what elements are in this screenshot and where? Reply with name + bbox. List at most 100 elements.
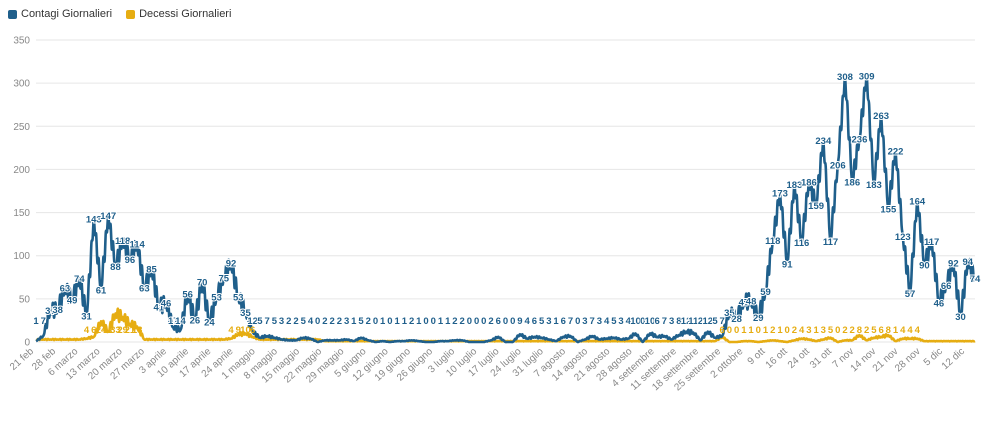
data-label-contagi: 4 bbox=[308, 316, 314, 327]
x-tick-label: 12 dic bbox=[940, 346, 967, 372]
data-label-decessi: 8 bbox=[857, 325, 862, 336]
data-label-contagi: 96 bbox=[125, 255, 136, 266]
data-label-decessi: 2 bbox=[842, 325, 847, 336]
y-tick-label: 250 bbox=[13, 122, 30, 133]
data-label-contagi: 41 bbox=[154, 303, 165, 314]
data-label-contagi: 0 bbox=[481, 316, 486, 327]
data-label-contagi: 7 bbox=[720, 316, 725, 327]
data-label-contagi: 6 bbox=[532, 316, 537, 327]
data-label-contagi: 53 bbox=[233, 292, 244, 303]
data-label-contagi: 2 bbox=[286, 316, 291, 327]
data-label-contagi: 3 bbox=[669, 316, 674, 327]
data-label-decessi: 6 bbox=[91, 325, 96, 336]
data-label-contagi: 308 bbox=[837, 72, 853, 83]
data-label-contagi: 9 bbox=[517, 316, 522, 327]
data-label-contagi: 63 bbox=[60, 284, 71, 295]
data-label-contagi: 1 bbox=[351, 316, 357, 327]
data-label-decessi: 4 bbox=[84, 325, 90, 336]
data-label-contagi: 1 bbox=[395, 316, 401, 327]
data-label-decessi: 33 bbox=[110, 325, 121, 336]
y-tick-label: 350 bbox=[13, 36, 30, 47]
data-label-contagi: 12 bbox=[702, 316, 713, 327]
data-label-decessi: 4 bbox=[799, 325, 805, 336]
data-label-contagi: 4 bbox=[604, 316, 610, 327]
data-label-contagi: 1 bbox=[438, 316, 444, 327]
data-label-contagi: 88 bbox=[110, 262, 121, 273]
data-label-contagi: 70 bbox=[197, 278, 208, 289]
data-label-contagi: 114 bbox=[129, 240, 145, 251]
data-label-contagi: 118 bbox=[115, 236, 130, 247]
x-tick-label: 31 ott bbox=[808, 346, 834, 371]
data-label-contagi: 49 bbox=[67, 296, 78, 307]
data-label-contagi: 91 bbox=[782, 259, 793, 270]
data-label-decessi: 1 bbox=[763, 325, 769, 336]
data-label-contagi: 47 bbox=[739, 297, 750, 308]
data-label-contagi: 183 bbox=[866, 180, 882, 191]
data-label-contagi: 116 bbox=[794, 238, 809, 249]
data-label-contagi: 61 bbox=[96, 285, 107, 296]
x-tick-label: 21 feb bbox=[8, 346, 36, 373]
data-label-decessi: 4 bbox=[228, 325, 234, 336]
data-label-contagi: 8 bbox=[676, 316, 681, 327]
y-tick-label: 150 bbox=[13, 208, 30, 219]
data-label-contagi: 74 bbox=[970, 274, 981, 285]
data-label-contagi: 7 bbox=[662, 316, 667, 327]
data-label-contagi: 59 bbox=[760, 287, 771, 298]
data-label-contagi: 3 bbox=[582, 316, 587, 327]
data-label-contagi: 0 bbox=[474, 316, 479, 327]
data-label-contagi: 35 bbox=[724, 308, 735, 319]
data-label-contagi: 30 bbox=[955, 312, 966, 323]
data-label-contagi: 5 bbox=[712, 316, 718, 327]
data-label-contagi: 2 bbox=[460, 316, 465, 327]
data-label-decessi: 1 bbox=[893, 325, 899, 336]
data-label-contagi: 0 bbox=[575, 316, 580, 327]
data-label-contagi: 2 bbox=[366, 316, 371, 327]
legend-item-decessi[interactable]: Decessi Giornalieri bbox=[126, 8, 231, 20]
data-label-decessi: 2 bbox=[792, 325, 797, 336]
data-label-contagi: 2 bbox=[337, 316, 342, 327]
data-label-contagi: 5 bbox=[358, 316, 364, 327]
data-label-contagi: 63 bbox=[139, 284, 150, 295]
data-label-contagi: 117 bbox=[924, 237, 939, 248]
data-label-contagi: 0 bbox=[387, 316, 392, 327]
data-label-contagi: 90 bbox=[919, 260, 930, 271]
data-label-decessi: 10 bbox=[240, 325, 251, 336]
data-label-decessi: 9 bbox=[236, 325, 241, 336]
data-label-contagi: 2 bbox=[293, 316, 298, 327]
data-label-contagi: 3 bbox=[546, 316, 551, 327]
data-label-contagi: 2 bbox=[322, 316, 327, 327]
data-label-contagi: 14 bbox=[175, 316, 186, 327]
data-label-contagi: 6 bbox=[655, 316, 660, 327]
data-label-decessi: 2 bbox=[770, 325, 775, 336]
data-label-contagi: 0 bbox=[503, 316, 508, 327]
data-label-contagi: 0 bbox=[423, 316, 428, 327]
data-label-decessi: 1 bbox=[813, 325, 819, 336]
y-tick-label: 300 bbox=[13, 79, 30, 90]
data-label-contagi: 37 bbox=[45, 306, 56, 317]
data-label-contagi: 186 bbox=[801, 178, 817, 189]
legend-item-contagi[interactable]: Contagi Giornalieri bbox=[8, 8, 112, 20]
data-label-contagi: 6 bbox=[496, 316, 501, 327]
data-label-contagi: 53 bbox=[211, 292, 222, 303]
data-label-contagi: 1 bbox=[416, 316, 422, 327]
data-label-decessi: 2 bbox=[850, 325, 855, 336]
data-label-decessi: 3 bbox=[821, 325, 826, 336]
data-label-contagi: 183 bbox=[786, 180, 802, 191]
data-label-contagi: 1 bbox=[402, 316, 408, 327]
data-label-contagi: 0 bbox=[510, 316, 515, 327]
data-label-contagi: 85 bbox=[146, 265, 157, 276]
data-label-decessi: 0 bbox=[756, 325, 761, 336]
data-label-contagi: 1 bbox=[380, 316, 386, 327]
data-label-contagi: 38 bbox=[52, 305, 63, 316]
data-label-contagi: 2 bbox=[329, 316, 334, 327]
data-label-contagi: 147 bbox=[100, 211, 116, 222]
data-label-contagi: 5 bbox=[539, 316, 545, 327]
data-label-decessi: 6 bbox=[878, 325, 883, 336]
data-label-contagi: 1 bbox=[33, 316, 39, 327]
data-label-contagi: 10 bbox=[645, 316, 656, 327]
y-tick-label: 200 bbox=[13, 165, 30, 176]
data-label-contagi: 5 bbox=[272, 316, 278, 327]
data-label-contagi: 2 bbox=[409, 316, 414, 327]
